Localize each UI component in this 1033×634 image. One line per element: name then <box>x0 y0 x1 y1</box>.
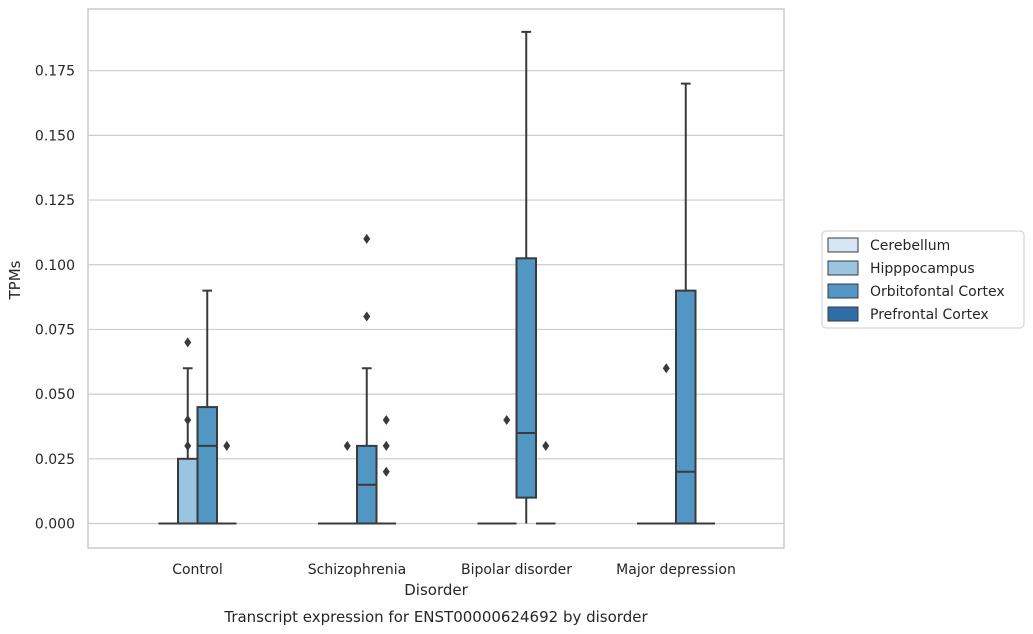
box-orbitofontal-cortex <box>675 82 697 525</box>
box-body <box>515 257 537 499</box>
x-axis-label: Disorder <box>404 581 468 599</box>
outlier-point <box>184 415 192 425</box>
box-orbitofontal-cortex <box>196 289 218 525</box>
outlier-point <box>184 440 192 451</box>
legend: Cerebellum Hipppocampus Orbitofontal Corte… <box>821 230 1025 329</box>
y-tick-label: 0.050 <box>35 387 75 403</box>
y-tick-label: 0.100 <box>35 258 75 274</box>
x-axis: Control Schizophrenia Bipolar disorder Majo… <box>172 562 736 578</box>
y-tick-label: 0.000 <box>35 517 75 533</box>
box-hipppocampus <box>497 415 517 525</box>
box-prefrontal-cortex <box>217 440 237 525</box>
box-hipppocampus <box>337 440 357 525</box>
x-tick-label: Major depression <box>616 562 736 578</box>
y-tick-label: 0.175 <box>35 64 75 80</box>
outlier-point <box>223 440 231 451</box>
y-tick-label: 0.025 <box>35 452 75 468</box>
legend-swatch <box>827 237 859 253</box>
outlier-point <box>542 440 550 451</box>
x-tick-label: Schizophrenia <box>308 562 406 578</box>
box-orbitofontal-cortex <box>356 233 378 525</box>
legend-swatch <box>827 306 859 322</box>
outlier-point <box>343 440 351 451</box>
outlier-point <box>382 440 390 451</box>
y-tick-label: 0.125 <box>35 193 75 209</box>
box-prefrontal-cortex <box>536 440 556 525</box>
plot-frame <box>87 8 785 549</box>
y-tick-label: 0.075 <box>35 322 75 338</box>
box-hipppocampus <box>656 363 676 525</box>
legend-label: Hipppocampus <box>870 261 975 277</box>
box-orbitofontal-cortex <box>515 30 537 524</box>
x-tick-label: Control <box>172 562 223 578</box>
x-tick-label: Bipolar disorder <box>461 562 572 578</box>
legend-label: Cerebellum <box>870 238 950 254</box>
y-axis-label: TPMs <box>6 260 24 300</box>
box-body <box>177 457 199 525</box>
box-body <box>675 289 697 525</box>
box-series <box>158 30 715 525</box>
legend-label: Prefrontal Cortex <box>870 307 989 323</box>
y-tick-label: 0.150 <box>35 128 75 144</box>
chart-caption: Transcript expression for ENST0000062469… <box>223 608 648 626</box>
outlier-point <box>363 311 371 322</box>
box-hipppocampus <box>177 337 199 525</box>
outlier-point <box>184 337 192 348</box>
box-prefrontal-cortex <box>376 415 396 525</box>
legend-label: Orbitofontal Cortex <box>870 284 1005 300</box>
outlier-point <box>363 233 371 244</box>
legend-frame <box>821 230 1025 329</box>
legend-swatch <box>827 260 859 276</box>
outlier-point <box>382 466 390 477</box>
outlier-point <box>503 415 511 425</box>
legend-swatch <box>827 283 859 299</box>
outlier-point <box>662 363 670 374</box>
y-axis: 0.000 0.025 0.050 0.075 0.100 0.125 0.150 0.175 <box>35 64 75 533</box>
box-body <box>196 406 218 525</box>
outlier-point <box>382 415 390 425</box>
